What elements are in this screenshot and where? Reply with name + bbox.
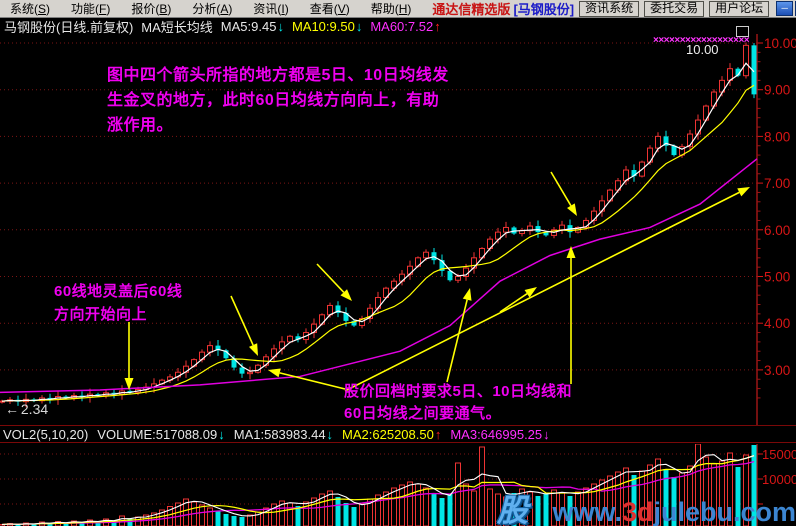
price-tag-box[interactable] <box>736 26 749 37</box>
quote-title: 马钢股份(日线.前复权) <box>4 19 134 35</box>
window-buttons: ─❐✕ <box>776 1 796 16</box>
svg-text:7.00: 7.00 <box>764 176 790 191</box>
arrow-down-icon: ↓ <box>277 18 284 34</box>
volume-header-item-2: MA1:583983.44↓ <box>233 426 334 442</box>
price-chart[interactable]: 10.00 9.00 8.00 7.00 6.00 5.00 4.00 3.00 <box>0 34 796 425</box>
volume-header-item-4: MA3:646995.25↓ <box>450 426 550 442</box>
svg-text:10000: 10000 <box>762 472 796 487</box>
menu-item-h[interactable]: 帮助(H) <box>370 2 412 16</box>
arrow-down-icon: ↓ <box>326 426 334 442</box>
arrow-up-icon: ↑ <box>434 18 441 34</box>
menu-item-v[interactable]: 查看(V) <box>309 2 350 16</box>
svg-text:6.00: 6.00 <box>764 223 790 238</box>
volume-chart[interactable]: 15000 10000 <box>0 444 796 526</box>
svg-text:9.00: 9.00 <box>764 83 790 98</box>
arrow-down-icon: ↓ <box>543 426 550 442</box>
menu-items: 系统(S) 功能(F) 报价(B) 分析(A) 资讯(I) 查看(V) 帮助(H) <box>0 0 422 18</box>
toolbar-button-2[interactable]: 用户论坛 <box>709 0 770 17</box>
menu-item-f[interactable]: 功能(F) <box>71 2 111 16</box>
quote-ma-item-0: MA5:9.45↓ <box>220 18 284 34</box>
quote-subtitle: MA短长均线 <box>141 19 213 35</box>
svg-text:8.00: 8.00 <box>764 129 790 144</box>
menu-item-i[interactable]: 资讯(I) <box>253 2 289 16</box>
arrow-down-icon: ↓ <box>355 18 363 34</box>
menu-item-a[interactable]: 分析(A) <box>192 2 233 16</box>
quote-bar: 马钢股份(日线.前复权) MA短长均线 MA5:9.45↓ MA10:9.50↓ M… <box>0 18 796 35</box>
minimize-button[interactable]: ─ <box>776 1 794 16</box>
arrow-up-icon: ↑ <box>434 426 442 442</box>
svg-text:10.00: 10.00 <box>764 36 796 51</box>
volume-header-item-1: VOLUME:517088.09↓ <box>97 426 225 442</box>
volume-header-item-3: MA2:625208.50↑ <box>342 426 442 442</box>
quote-ma-item-1: MA10:9.50↓ <box>291 18 363 34</box>
svg-text:4.00: 4.00 <box>764 316 790 331</box>
menu-bar: 系统(S) 功能(F) 报价(B) 分析(A) 资讯(I) 查看(V) 帮助(H) 通达信精… <box>0 0 796 18</box>
toolbar-buttons: 资讯系统 委托交易 用户论坛 <box>574 0 770 17</box>
stock-tag: [马钢股份] <box>513 2 575 17</box>
brand-label: 通达信精选版 <box>432 2 511 17</box>
svg-text:5.00: 5.00 <box>764 270 790 285</box>
volume-header-item-0: VOL2(5,10,20) <box>3 426 89 442</box>
menu-item-b[interactable]: 报价(B) <box>131 2 172 16</box>
volume-header: VOL2(5,10,20) VOLUME:517088.09↓ MA1:583983… <box>0 425 796 443</box>
quote-ma-item-2: MA60:7.52↑ <box>370 18 441 34</box>
arrow-down-icon: ↓ <box>218 426 225 442</box>
toolbar-button-1[interactable]: 委托交易 <box>644 0 705 17</box>
quote-ma-items: MA5:9.45↓ MA10:9.50↓ MA60:7.52↑ <box>221 19 449 34</box>
svg-text:3.00: 3.00 <box>764 363 790 378</box>
toolbar-button-0[interactable]: 资讯系统 <box>579 0 640 17</box>
svg-text:15000: 15000 <box>762 447 796 462</box>
menu-item-s[interactable]: 系统(S) <box>10 2 51 16</box>
